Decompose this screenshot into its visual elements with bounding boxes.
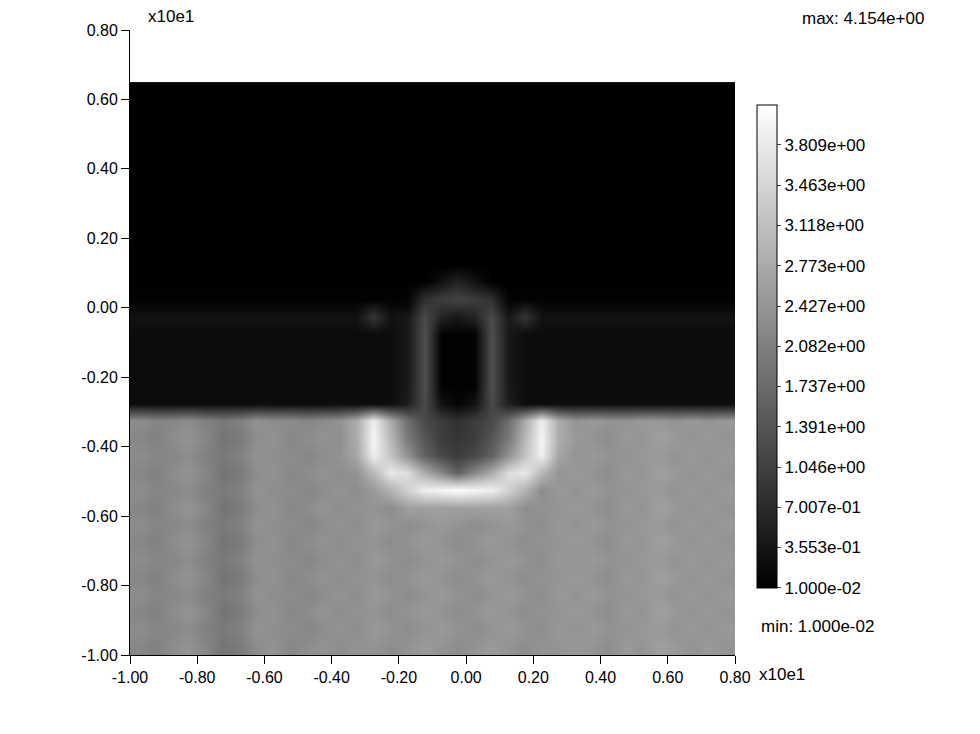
svg-text:-0.40: -0.40 — [81, 438, 118, 455]
svg-text:0.60: 0.60 — [87, 91, 118, 108]
svg-text:-0.20: -0.20 — [381, 669, 418, 686]
svg-text:1.046e+00: 1.046e+00 — [784, 458, 865, 477]
svg-text:3.463e+00: 3.463e+00 — [784, 176, 865, 195]
svg-text:-1.00: -1.00 — [112, 669, 149, 686]
svg-text:0.20: 0.20 — [518, 669, 549, 686]
svg-text:-0.60: -0.60 — [81, 508, 118, 525]
svg-text:0.00: 0.00 — [87, 299, 118, 316]
svg-text:max: 4.154e+00: max: 4.154e+00 — [802, 9, 924, 28]
svg-text:0.80: 0.80 — [719, 669, 750, 686]
svg-text:3.809e+00: 3.809e+00 — [784, 136, 865, 155]
svg-text:-0.20: -0.20 — [81, 369, 118, 386]
svg-text:1.000e-02: 1.000e-02 — [784, 579, 861, 598]
svg-text:3.118e+00: 3.118e+00 — [784, 216, 864, 235]
svg-text:0.00: 0.00 — [451, 669, 482, 686]
svg-text:1.737e+00: 1.737e+00 — [784, 377, 865, 396]
svg-text:x10e1: x10e1 — [759, 665, 805, 684]
svg-text:3.553e-01: 3.553e-01 — [784, 538, 861, 557]
svg-text:0.40: 0.40 — [87, 160, 118, 177]
svg-text:0.20: 0.20 — [87, 230, 118, 247]
svg-text:7.007e-01: 7.007e-01 — [784, 498, 861, 517]
svg-text:-0.80: -0.80 — [179, 669, 216, 686]
svg-text:x10e1: x10e1 — [148, 7, 194, 26]
svg-text:-0.80: -0.80 — [81, 577, 118, 594]
svg-text:2.082e+00: 2.082e+00 — [784, 337, 865, 356]
svg-text:0.60: 0.60 — [652, 669, 683, 686]
svg-text:-1.00: -1.00 — [81, 647, 118, 664]
svg-text:2.773e+00: 2.773e+00 — [784, 257, 865, 276]
svg-text:min: 1.000e-02: min: 1.000e-02 — [761, 617, 874, 636]
svg-text:2.427e+00: 2.427e+00 — [784, 297, 865, 316]
svg-text:0.40: 0.40 — [585, 669, 616, 686]
svg-text:0.80: 0.80 — [87, 22, 118, 39]
svg-text:-0.60: -0.60 — [246, 669, 283, 686]
svg-text:1.391e+00: 1.391e+00 — [784, 418, 865, 437]
svg-text:-0.40: -0.40 — [313, 669, 350, 686]
